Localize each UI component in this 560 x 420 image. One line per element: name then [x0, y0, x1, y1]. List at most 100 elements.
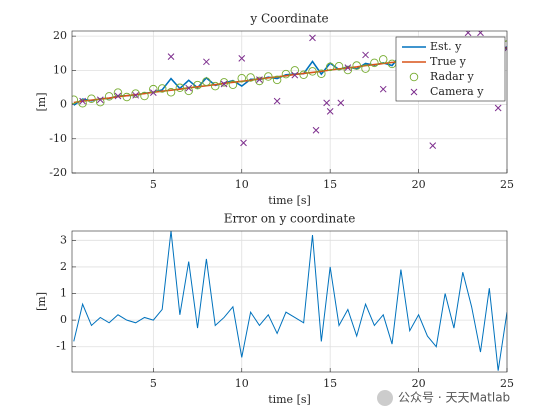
marker: [256, 76, 263, 83]
marker: [326, 108, 334, 115]
marker: [237, 73, 247, 83]
marker: [149, 89, 157, 96]
marker: [337, 99, 345, 107]
marker: [362, 51, 369, 59]
marker: [317, 69, 326, 79]
marker: [210, 81, 220, 91]
marker: [352, 61, 361, 70]
marker: [494, 104, 502, 112]
marker: [167, 53, 175, 61]
plot-area: [72, 231, 507, 372]
marker: [122, 92, 132, 102]
marker: [166, 87, 176, 97]
marker: [309, 34, 316, 42]
marker: [238, 55, 246, 62]
marker: [379, 85, 387, 93]
marker: [344, 64, 352, 71]
marker: [299, 70, 308, 80]
marker: [370, 58, 379, 68]
chart-title: Error on y coordinate: [224, 212, 356, 226]
y-tick-label: 3: [60, 233, 67, 246]
y-tick-label: 10: [53, 63, 67, 76]
marker: [185, 84, 193, 92]
marker: [132, 91, 140, 99]
x-tick-label: 25: [500, 377, 514, 390]
legend-label: Camera y: [430, 85, 484, 98]
x-tick-label: 15: [323, 377, 337, 390]
marker: [78, 98, 87, 108]
y-tick-label: 0: [60, 313, 67, 326]
marker: [281, 69, 291, 79]
marker: [79, 97, 86, 105]
marker: [272, 75, 282, 85]
marker: [228, 80, 238, 89]
marker: [184, 86, 193, 96]
marker: [219, 78, 229, 87]
axes-box: [71, 30, 508, 174]
marker: [104, 92, 114, 101]
marker: [343, 65, 353, 75]
marker: [96, 96, 104, 104]
watermark: 公众号 · 天天Matlab: [398, 391, 510, 405]
marker: [255, 76, 264, 86]
marker: [157, 84, 167, 93]
x-tick-label: 5: [150, 178, 157, 191]
legend-swatch: [410, 88, 418, 96]
y-axis-label: [m]: [35, 92, 48, 111]
series-line: [73, 231, 507, 371]
y-tick-label: 20: [53, 29, 67, 42]
y-tick-label: -10: [49, 132, 67, 145]
marker: [290, 66, 300, 75]
x-tick-label: 20: [412, 178, 426, 191]
x-axis-label: time [s]: [268, 393, 311, 406]
legend-label: Radar y: [430, 70, 474, 83]
marker: [246, 73, 255, 82]
plot-layer: [73, 231, 507, 371]
marker: [291, 71, 299, 79]
marker: [477, 31, 484, 37]
y-tick-label: 1: [60, 287, 67, 300]
marker: [361, 64, 370, 73]
watermark-icon: [377, 390, 393, 406]
marker: [464, 31, 472, 37]
x-tick-label: 20: [412, 377, 426, 390]
chart-title: y Coordinate: [249, 12, 328, 26]
marker: [114, 92, 122, 100]
y-tick-label: 2: [60, 260, 67, 273]
marker: [378, 55, 388, 64]
y-tick-label: -1: [56, 340, 67, 353]
x-tick-label: 10: [235, 178, 249, 191]
x-tick-label: 5: [150, 377, 157, 390]
marker: [175, 83, 185, 93]
marker: [193, 80, 202, 90]
marker: [72, 95, 79, 105]
legend-label: Est. y: [430, 40, 462, 53]
marker: [334, 61, 344, 71]
legend-label: True y: [430, 55, 467, 68]
legend-swatch: [409, 72, 419, 82]
marker: [273, 97, 281, 105]
marker: [220, 80, 228, 88]
axes-box: [71, 230, 508, 373]
marker: [312, 126, 320, 134]
x-tick-label: 25: [500, 178, 514, 191]
marker: [240, 139, 247, 147]
y-axis-label: [m]: [35, 292, 48, 311]
marker: [323, 99, 330, 107]
y-tick-label: 0: [60, 98, 67, 111]
marker: [429, 142, 437, 149]
marker: [308, 67, 317, 76]
marker: [325, 62, 335, 72]
marker: [264, 72, 273, 81]
marker: [203, 58, 210, 66]
marker: [87, 94, 96, 103]
x-tick-label: 15: [323, 178, 337, 191]
marker: [131, 89, 140, 98]
marker: [140, 91, 149, 101]
y-tick-label: -20: [49, 166, 67, 179]
marker: [96, 97, 105, 107]
x-axis-label: time [s]: [268, 194, 311, 207]
marker: [202, 77, 211, 86]
x-tick-label: 10: [235, 377, 249, 390]
